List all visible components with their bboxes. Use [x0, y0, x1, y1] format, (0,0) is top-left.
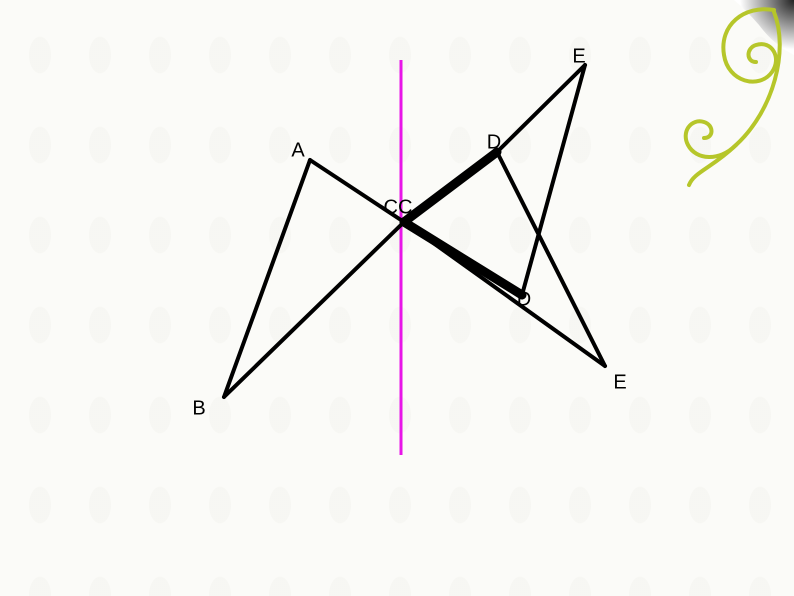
label-cc: CC — [384, 197, 413, 220]
label-b: B — [192, 398, 205, 421]
segment-C-D1 — [404, 152, 497, 222]
segment-B-C — [224, 222, 404, 397]
label-d2: D — [517, 289, 531, 312]
label-e2: E — [613, 372, 626, 395]
stage: A B CC D E D E — [0, 0, 794, 596]
label-a: A — [291, 140, 304, 163]
label-d1: D — [487, 132, 501, 155]
diagram-svg — [0, 0, 794, 596]
segment-A-B — [224, 160, 310, 397]
label-e1: E — [572, 46, 585, 69]
segment-C-E2 — [404, 222, 605, 366]
